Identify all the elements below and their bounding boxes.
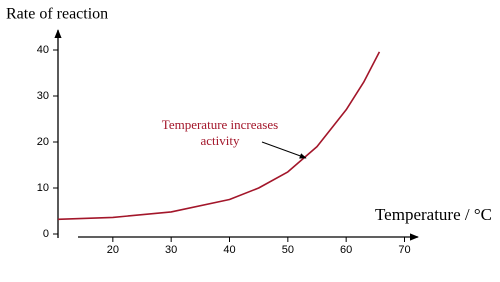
line-series [57, 51, 381, 221]
x-tick-label: 30 [165, 244, 177, 256]
x-tick-label: 50 [282, 244, 294, 256]
annotation: activity [201, 133, 240, 148]
y-tick-label: 40 [37, 44, 49, 56]
x-tick-label: 70 [398, 244, 410, 256]
x-axis-label: Temperature / °C [375, 205, 492, 224]
x-tick-label: 40 [223, 244, 235, 256]
y-tick-label: 0 [43, 228, 49, 240]
annotation: Temperature increases [162, 117, 278, 132]
x-tick-label: 60 [340, 244, 352, 256]
y-tick-label: 10 [37, 182, 49, 194]
y-tick-label: 20 [37, 136, 49, 148]
y-tick-label: 30 [37, 90, 49, 102]
x-tick-label: 20 [107, 244, 119, 256]
y-axis-label: Rate of reaction [6, 6, 108, 23]
annotation-arrow [261, 141, 307, 159]
